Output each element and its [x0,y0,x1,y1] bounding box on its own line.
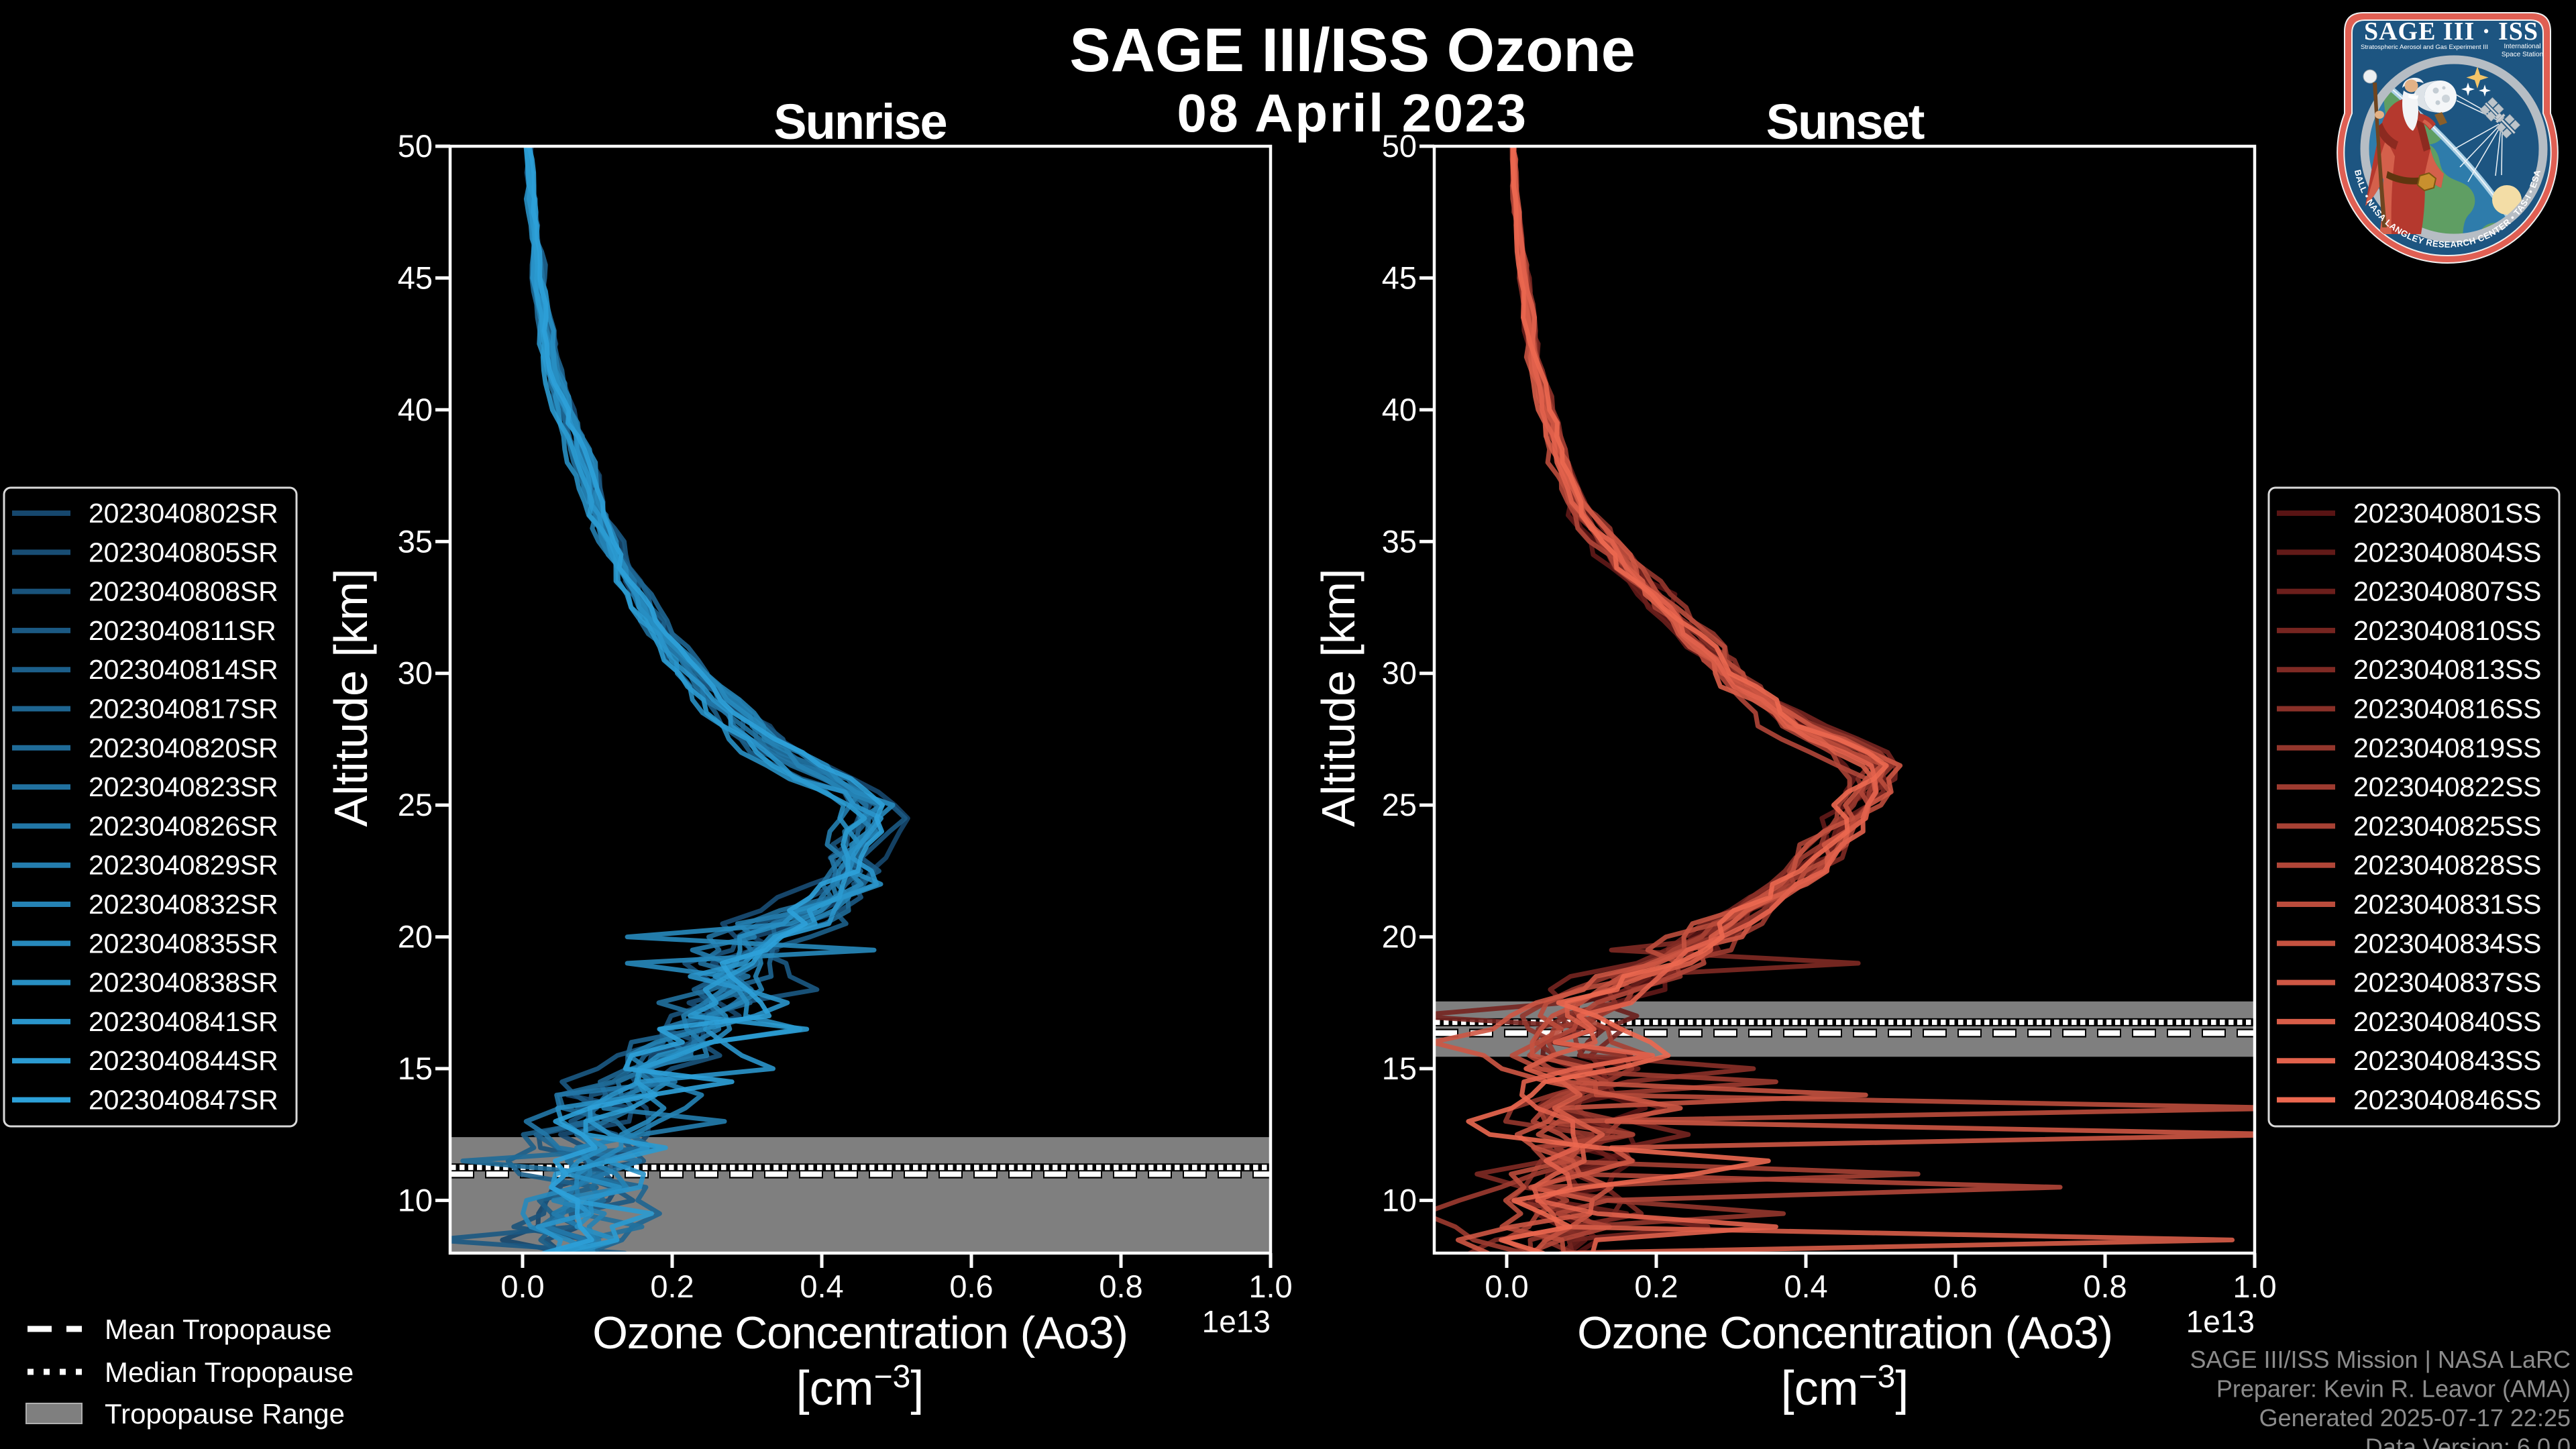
svg-text:2023040807SS: 2023040807SS [2353,576,2541,607]
svg-text:20: 20 [398,919,433,955]
svg-text:45: 45 [398,260,433,295]
svg-text:2023040826SR: 2023040826SR [89,810,278,841]
svg-text:2023040825SS: 2023040825SS [2353,810,2541,841]
svg-text:Stratospheric Aerosol and Gas: Stratospheric Aerosol and Gas Experiment… [2361,44,2488,51]
svg-text:2023040801SS: 2023040801SS [2353,498,2541,529]
svg-text:Sunset: Sunset [1766,94,1925,150]
svg-text:2023040838SR: 2023040838SR [89,967,278,998]
svg-text:50: 50 [1382,128,1417,164]
svg-text:2023040840SS: 2023040840SS [2353,1006,2541,1037]
svg-text:50: 50 [398,128,433,164]
svg-text:0.8: 0.8 [2083,1269,2127,1304]
svg-text:2023040828SS: 2023040828SS [2353,850,2541,881]
svg-text:Data Version: 6.0.0: Data Version: 6.0.0 [2365,1434,2571,1449]
svg-text:1e13: 1e13 [2186,1304,2255,1339]
svg-text:10: 10 [398,1182,433,1218]
svg-text:25: 25 [1382,787,1417,822]
svg-text:1e13: 1e13 [1202,1304,1271,1339]
svg-text:2023040804SS: 2023040804SS [2353,537,2541,568]
svg-text:2023040814SR: 2023040814SR [89,654,278,685]
svg-text:08 April 2023: 08 April 2023 [1177,83,1527,143]
svg-text:[cm−3]: [cm−3] [796,1359,924,1415]
svg-text:2023040822SS: 2023040822SS [2353,771,2541,802]
svg-text:2023040843SS: 2023040843SS [2353,1045,2541,1076]
svg-text:Ozone Concentration (Ao3): Ozone Concentration (Ao3) [1577,1307,2112,1358]
svg-text:35: 35 [1382,523,1417,559]
svg-text:2023040835SR: 2023040835SR [89,928,278,959]
svg-text:15: 15 [1382,1051,1417,1086]
svg-text:0.2: 0.2 [650,1269,694,1304]
svg-text:0.6: 0.6 [949,1269,993,1304]
svg-text:0.0: 0.0 [1485,1269,1528,1304]
svg-text:2023040819SS: 2023040819SS [2353,733,2541,763]
svg-text:Median Tropopause: Median Tropopause [105,1356,354,1388]
svg-text:40: 40 [1382,392,1417,427]
svg-text:2023040841SR: 2023040841SR [89,1006,278,1037]
svg-text:45: 45 [1382,260,1417,295]
svg-text:2023040808SR: 2023040808SR [89,576,278,607]
svg-text:2023040802SR: 2023040802SR [89,498,278,529]
svg-text:1.0: 1.0 [1248,1269,1292,1304]
svg-text:2023040823SR: 2023040823SR [89,771,278,802]
svg-text:30: 30 [1382,655,1417,691]
svg-text:SAGE III · ISS: SAGE III · ISS [2364,17,2538,46]
svg-text:2023040846SS: 2023040846SS [2353,1085,2541,1116]
svg-text:Space Station: Space Station [2502,51,2543,58]
svg-text:2023040817SR: 2023040817SR [89,694,278,724]
svg-text:35: 35 [398,523,433,559]
svg-text:0.0: 0.0 [500,1269,544,1304]
svg-text:Altitude [km]: Altitude [km] [1312,568,1364,826]
svg-text:2023040837SS: 2023040837SS [2353,967,2541,998]
svg-text:0.8: 0.8 [1099,1269,1142,1304]
svg-text:40: 40 [398,392,433,427]
svg-text:0.4: 0.4 [1784,1269,1827,1304]
svg-text:15: 15 [398,1051,433,1086]
svg-text:SAGE III/ISS Ozone: SAGE III/ISS Ozone [1069,16,1635,85]
svg-text:Tropopause Range: Tropopause Range [105,1398,345,1430]
svg-text:Sunrise: Sunrise [773,94,946,150]
svg-text:International: International [2504,43,2540,50]
svg-text:2023040820SR: 2023040820SR [89,733,278,763]
svg-text:25: 25 [398,787,433,822]
svg-text:20: 20 [1382,919,1417,955]
svg-text:2023040844SR: 2023040844SR [89,1045,278,1076]
svg-text:Altitude [km]: Altitude [km] [325,568,377,826]
svg-text:0.4: 0.4 [800,1269,843,1304]
svg-text:0.2: 0.2 [1634,1269,1678,1304]
svg-text:1.0: 1.0 [2233,1269,2276,1304]
svg-text:2023040832SR: 2023040832SR [89,889,278,920]
svg-text:0.6: 0.6 [1933,1269,1977,1304]
svg-text:Preparer: Kevin R. Leavor (AMA: Preparer: Kevin R. Leavor (AMA) [2216,1375,2571,1403]
svg-text:2023040805SR: 2023040805SR [89,537,278,568]
svg-text:2023040816SS: 2023040816SS [2353,694,2541,724]
svg-text:2023040831SS: 2023040831SS [2353,889,2541,920]
svg-text:30: 30 [398,655,433,691]
svg-text:Ozone Concentration (Ao3): Ozone Concentration (Ao3) [592,1307,1128,1358]
svg-text:2023040813SS: 2023040813SS [2353,654,2541,685]
svg-text:2023040811SR: 2023040811SR [89,615,276,646]
svg-text:2023040829SR: 2023040829SR [89,850,278,881]
svg-text:2023040847SR: 2023040847SR [89,1085,278,1116]
svg-text:10: 10 [1382,1182,1417,1218]
svg-text:Generated 2025-07-17 22:25: Generated 2025-07-17 22:25 [2259,1404,2571,1432]
svg-text:SAGE III/ISS Mission | NASA La: SAGE III/ISS Mission | NASA LaRC [2190,1346,2571,1373]
svg-text:Mean Tropopause: Mean Tropopause [105,1313,332,1345]
svg-text:2023040810SS: 2023040810SS [2353,615,2541,646]
svg-text:2023040834SS: 2023040834SS [2353,928,2541,959]
